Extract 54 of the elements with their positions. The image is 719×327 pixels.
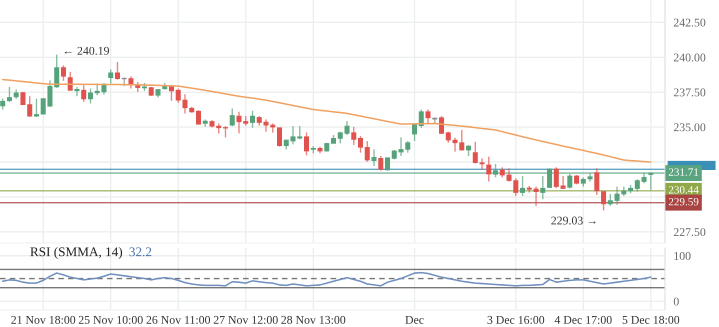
candlestick	[459, 129, 464, 152]
candlestick	[114, 61, 120, 80]
candlestick	[513, 178, 518, 197]
chart-title: RSI (SMMA, 14)	[30, 246, 122, 259]
y-tick-label: 0	[674, 298, 679, 306]
x-tick-label: 21 Nov 18:00	[11, 316, 76, 324]
candlestick	[364, 140, 370, 162]
x-tick-label: 5 Dec 18:00	[622, 316, 680, 324]
ref-line-label: 229.59	[668, 198, 698, 206]
candlestick	[412, 124, 418, 142]
candlestick	[594, 168, 600, 196]
candlestick	[601, 190, 606, 212]
candlestick	[520, 175, 526, 197]
x-tick-label: 4 Dec 17:00	[554, 316, 612, 324]
candlestick	[385, 156, 390, 172]
candlestick	[486, 156, 492, 182]
ref-line-label: 230.44	[668, 186, 699, 194]
candlestick	[230, 108, 235, 127]
candlestick	[222, 125, 228, 138]
candlestick	[60, 64, 66, 82]
candlestick	[250, 110, 256, 128]
x-tick-label: 3 Dec 16:00	[488, 316, 544, 324]
candlestick	[540, 175, 546, 200]
y-tick-label: 240.00	[674, 54, 706, 62]
y-tick-label: 100	[674, 252, 691, 260]
x-tick-label: 25 Nov 10:00	[78, 316, 143, 324]
y-tick-label: 227.50	[674, 228, 706, 236]
candlestick	[372, 148, 377, 167]
candlestick	[574, 174, 580, 186]
candlestick	[0, 98, 6, 110]
candlestick	[196, 109, 201, 126]
candlestick	[426, 108, 431, 126]
candlestick	[580, 176, 586, 188]
x-tick-label: Dec	[405, 316, 424, 324]
annotation: 229.03 →	[551, 216, 596, 225]
candlestick	[182, 94, 188, 114]
candlestick	[405, 140, 410, 154]
candlestick	[276, 127, 282, 148]
line-series	[2, 272, 652, 287]
candlestick	[74, 86, 80, 97]
y-tick-label: 242.50	[674, 18, 706, 27]
candlestick	[304, 132, 310, 156]
candlestick	[378, 155, 384, 172]
y-tick-label: 235.00	[674, 123, 706, 132]
candlestick	[108, 68, 114, 84]
y-tick-label: 237.50	[674, 88, 706, 96]
candlestick	[466, 144, 472, 157]
x-tick-label: 27 Nov 12:00	[214, 316, 278, 324]
x-tick-label: 28 Nov 13:00	[281, 316, 346, 324]
annotation: ← 240.19	[64, 46, 110, 55]
ref-line-label: 231.71	[668, 168, 698, 176]
x-tick-label: 26 Nov 11:00	[146, 316, 210, 324]
annotation: 32.2	[130, 247, 152, 256]
candlestick	[81, 84, 86, 103]
